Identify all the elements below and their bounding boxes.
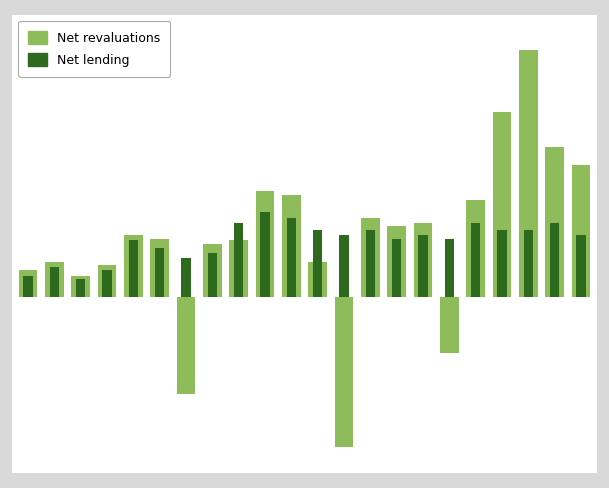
Bar: [155, 247, 164, 297]
Bar: [335, 297, 353, 447]
Bar: [45, 262, 63, 297]
Bar: [71, 276, 90, 297]
Bar: [519, 50, 538, 297]
Bar: [76, 279, 85, 297]
Bar: [230, 241, 248, 297]
Bar: [19, 270, 37, 297]
Bar: [256, 191, 274, 297]
Bar: [128, 241, 138, 297]
Bar: [550, 223, 559, 297]
Bar: [203, 244, 222, 297]
Bar: [366, 230, 375, 297]
Bar: [471, 223, 481, 297]
Bar: [418, 235, 428, 297]
Bar: [177, 297, 195, 394]
Bar: [445, 239, 454, 297]
Bar: [493, 112, 511, 297]
Bar: [98, 265, 116, 297]
Bar: [124, 235, 143, 297]
Bar: [440, 297, 459, 353]
Bar: [308, 262, 327, 297]
Bar: [102, 270, 111, 297]
Bar: [208, 253, 217, 297]
Bar: [392, 239, 401, 297]
Bar: [466, 200, 485, 297]
Bar: [313, 230, 322, 297]
Bar: [546, 147, 564, 297]
Bar: [387, 226, 406, 297]
Bar: [282, 195, 301, 297]
Bar: [150, 239, 169, 297]
Bar: [234, 223, 243, 297]
Bar: [576, 235, 586, 297]
Bar: [414, 223, 432, 297]
Legend: Net revaluations, Net lending: Net revaluations, Net lending: [18, 21, 171, 77]
Bar: [498, 230, 507, 297]
Bar: [287, 218, 296, 297]
Bar: [181, 258, 191, 297]
Bar: [23, 276, 33, 297]
Bar: [50, 267, 59, 297]
Bar: [261, 212, 270, 297]
Bar: [572, 164, 590, 297]
Bar: [524, 230, 533, 297]
Bar: [361, 218, 379, 297]
Bar: [339, 235, 348, 297]
